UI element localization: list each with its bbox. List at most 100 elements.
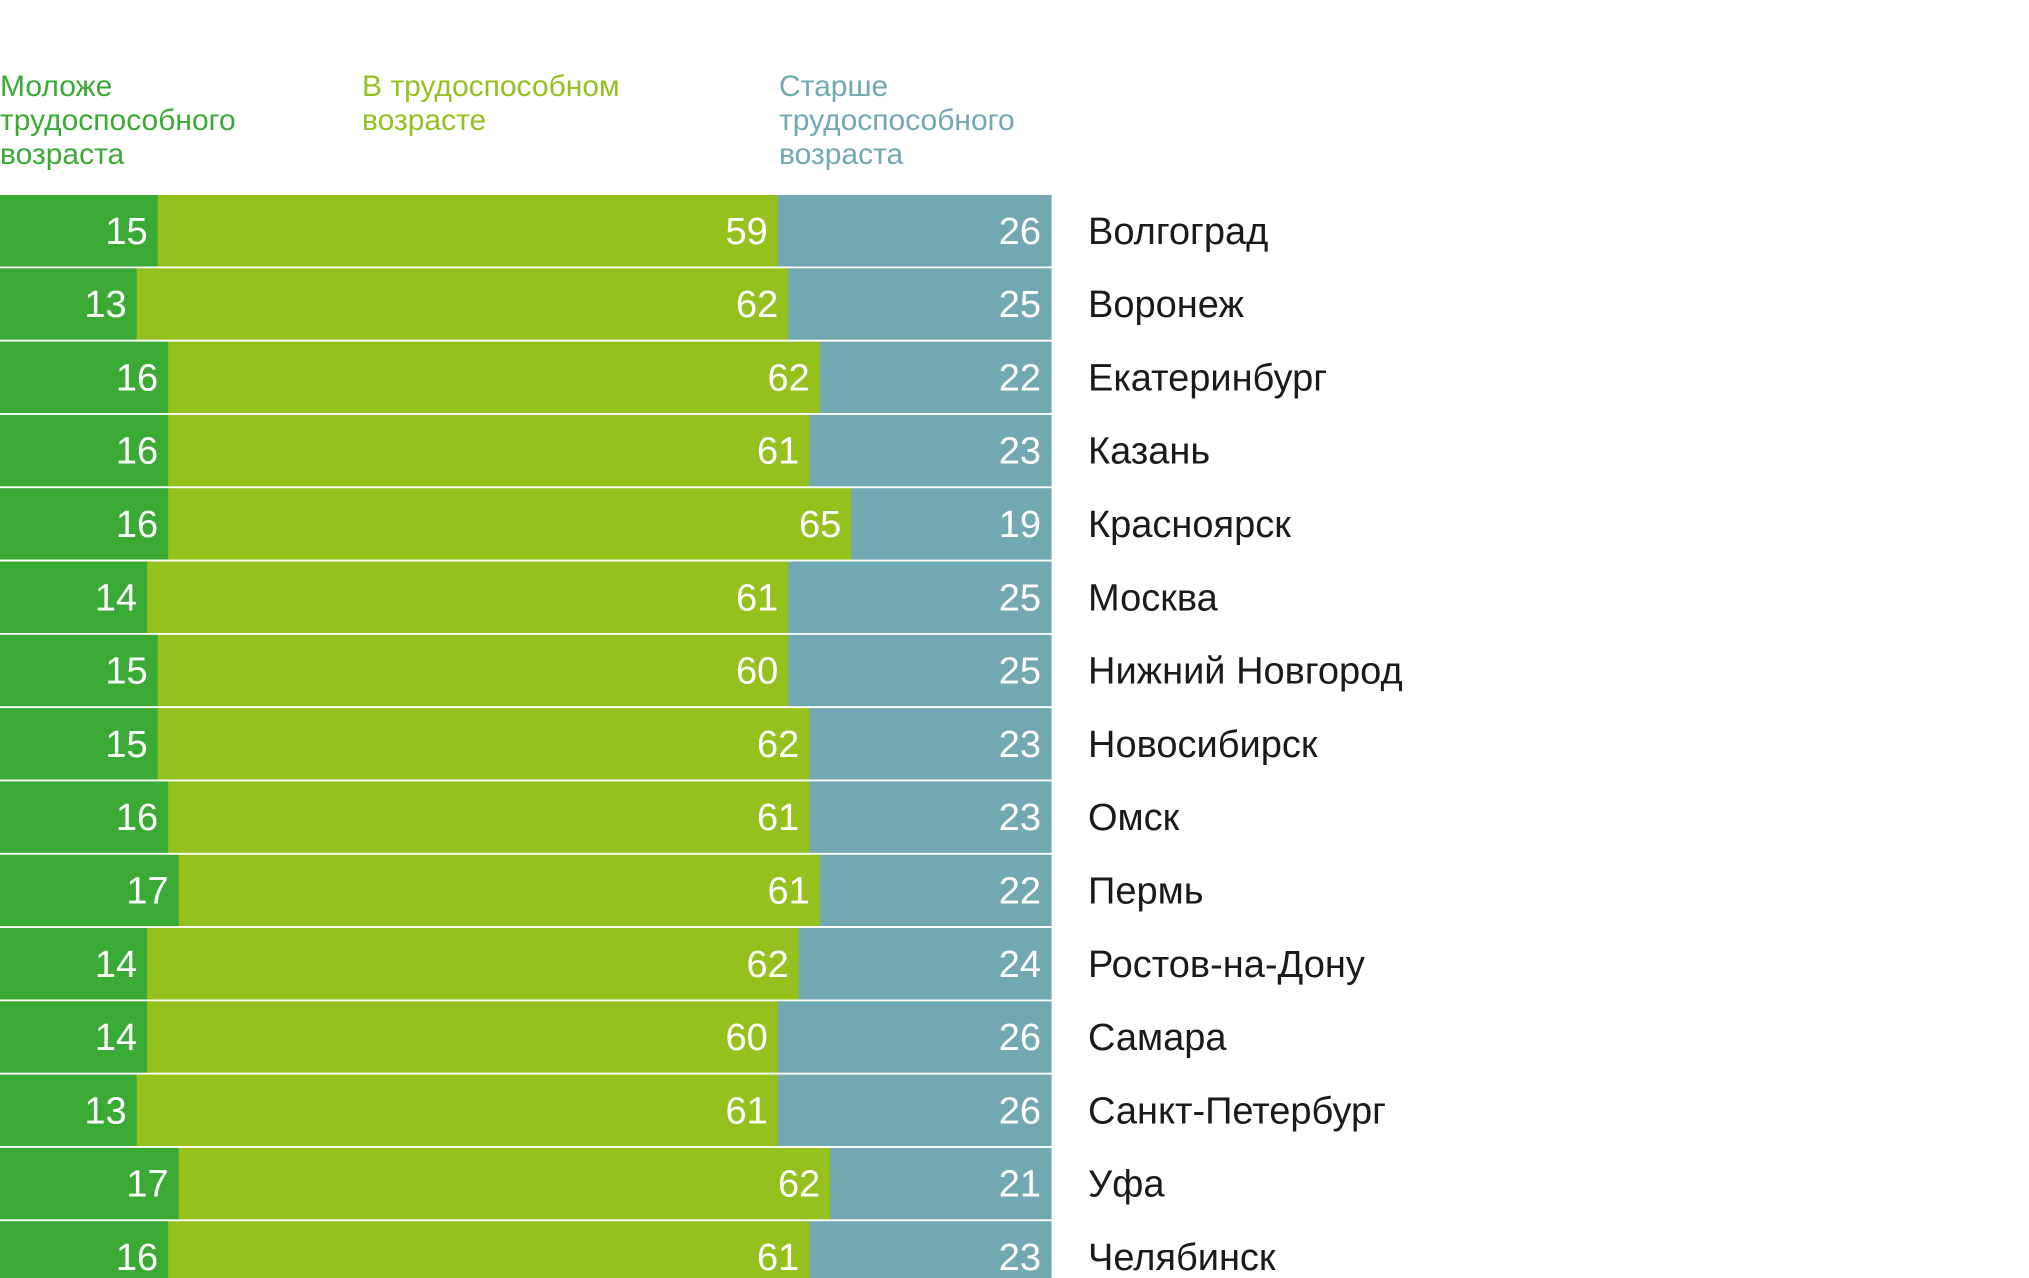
chart-legend: Моложе трудоспособного возраста В трудос… (0, 0, 1100, 200)
bar-segment-s0-r12 (0, 1074, 138, 1147)
data-label-s2-r13: 21 (999, 1164, 1041, 1206)
bar-segment-s2-r6 (788, 634, 1052, 707)
category-label: Красноярск (1088, 504, 1291, 546)
bar-segment-s2-r14 (809, 1221, 1052, 1278)
bar-row-7: 15 62 23 Новосибирск (0, 708, 1318, 782)
data-label-s1-r0: 59 (725, 211, 767, 253)
bar-segment-s0-r7 (0, 708, 159, 780)
data-label-s2-r5: 25 (999, 577, 1041, 619)
data-label-s0-r4: 16 (116, 504, 158, 546)
data-label-s1-r1: 62 (736, 284, 778, 326)
bar-segment-s0-r9 (0, 854, 180, 927)
row-separator (0, 486, 1051, 489)
bar-segment-s0-r11 (0, 1001, 148, 1073)
data-label-s0-r12: 13 (84, 1090, 126, 1132)
data-label-s1-r6: 60 (736, 651, 778, 693)
bar-segment-s2-r4 (851, 488, 1052, 560)
category-label: Ростов-на-Дону (1088, 944, 1365, 986)
bar-segment-s0-r3 (0, 414, 169, 487)
bar-segment-s0-r10 (0, 928, 148, 1000)
bar-row-5: 14 61 25 Москва (0, 561, 1219, 635)
bar-segment-s2-r8 (809, 781, 1052, 853)
data-label-s2-r11: 26 (999, 1017, 1041, 1059)
data-label-s2-r6: 25 (999, 651, 1041, 693)
row-separator (0, 633, 1051, 635)
row-separator (0, 779, 1051, 782)
data-label-s0-r1: 13 (84, 284, 126, 326)
data-label-s1-r13: 62 (778, 1164, 820, 1206)
data-label-s2-r14: 23 (999, 1237, 1041, 1278)
bar-row-10: 14 62 24 Ростов-на-Дону (0, 928, 1365, 1002)
category-label: Санкт-Петербург (1088, 1090, 1386, 1132)
bar-segment-s0-r4 (0, 488, 169, 560)
bar-segment-s2-r12 (777, 1074, 1052, 1147)
category-label: Челябинск (1088, 1237, 1276, 1278)
data-label-s1-r4: 65 (799, 504, 841, 546)
bar-segment-s2-r2 (819, 341, 1052, 414)
row-separator (0, 706, 1051, 709)
data-label-s2-r12: 26 (999, 1090, 1041, 1132)
bar-segment-s2-r10 (798, 928, 1052, 1000)
category-label: Омск (1088, 797, 1180, 839)
legend-item-younger: Моложе трудоспособного возраста (0, 70, 236, 171)
bar-row-6: 15 60 25 Нижний Новгород (0, 634, 1403, 709)
bar-row-11: 14 60 26 Самара (0, 1001, 1227, 1075)
category-label: Екатеринбург (1088, 357, 1327, 399)
data-label-s2-r2: 22 (999, 357, 1041, 399)
bar-segment-s0-r0 (0, 195, 159, 267)
data-label-s0-r13: 17 (126, 1164, 168, 1206)
bar-row-8: 16 61 23 Омск (0, 781, 1180, 855)
bar-segment-s1-r6 (157, 634, 789, 707)
bar-segment-s0-r6 (0, 634, 159, 707)
category-label: Нижний Новгород (1088, 651, 1403, 693)
bar-segment-s1-r13 (178, 1147, 831, 1220)
data-label-s1-r9: 61 (767, 870, 809, 912)
data-label-s1-r12: 61 (725, 1090, 767, 1132)
row-separator (0, 1219, 1051, 1222)
bar-segment-s2-r5 (788, 561, 1052, 633)
legend-item-working-age: В трудоспособном возрасте (362, 70, 620, 137)
bar-segment-s1-r4 (168, 488, 852, 560)
category-label: Волгоград (1088, 211, 1268, 253)
row-separator (0, 266, 1051, 269)
data-label-s0-r8: 16 (116, 797, 158, 839)
data-label-s1-r2: 62 (767, 357, 809, 399)
category-label: Уфа (1088, 1164, 1165, 1206)
bar-segment-s1-r12 (136, 1074, 779, 1147)
bar-segment-s1-r9 (178, 854, 821, 927)
data-label-s1-r7: 62 (757, 724, 799, 766)
bar-segment-s2-r13 (830, 1147, 1052, 1220)
data-label-s0-r6: 15 (105, 651, 147, 693)
bar-segment-s1-r10 (147, 928, 800, 1000)
bar-row-9: 17 61 22 Пермь (0, 854, 1204, 928)
bar-segment-s1-r5 (147, 561, 789, 633)
bar-row-2: 16 62 22 Екатеринбург (0, 341, 1327, 415)
row-separator (0, 1072, 1051, 1075)
bar-segment-s2-r0 (777, 195, 1052, 267)
bar-row-14: 16 61 23 Челябинск (0, 1221, 1276, 1278)
bar-segment-s2-r3 (809, 414, 1052, 487)
data-label-s2-r9: 22 (999, 870, 1041, 912)
bar-segment-s2-r11 (777, 1001, 1052, 1073)
data-label-s0-r7: 15 (105, 724, 147, 766)
data-label-s0-r5: 14 (95, 577, 137, 619)
bar-segment-s1-r8 (168, 781, 810, 853)
data-label-s2-r0: 26 (999, 211, 1041, 253)
bar-row-0: 15 59 26 Волгоград (0, 195, 1268, 269)
data-label-s0-r2: 16 (116, 357, 158, 399)
bar-segment-s0-r13 (0, 1147, 180, 1220)
bar-segment-s1-r7 (157, 708, 810, 780)
bar-segment-s0-r2 (0, 341, 169, 414)
bar-segment-s1-r0 (157, 195, 779, 267)
data-label-s1-r8: 61 (757, 797, 799, 839)
bar-segment-s0-r14 (0, 1221, 169, 1278)
data-label-s0-r10: 14 (95, 944, 137, 986)
data-label-s2-r10: 24 (999, 944, 1041, 986)
row-separator (0, 413, 1051, 415)
bar-segment-s2-r9 (819, 854, 1052, 927)
category-label: Воронеж (1088, 284, 1244, 326)
data-label-s1-r11: 60 (725, 1017, 767, 1059)
data-label-s0-r14: 16 (116, 1237, 158, 1278)
bar-segment-s1-r1 (136, 268, 789, 340)
